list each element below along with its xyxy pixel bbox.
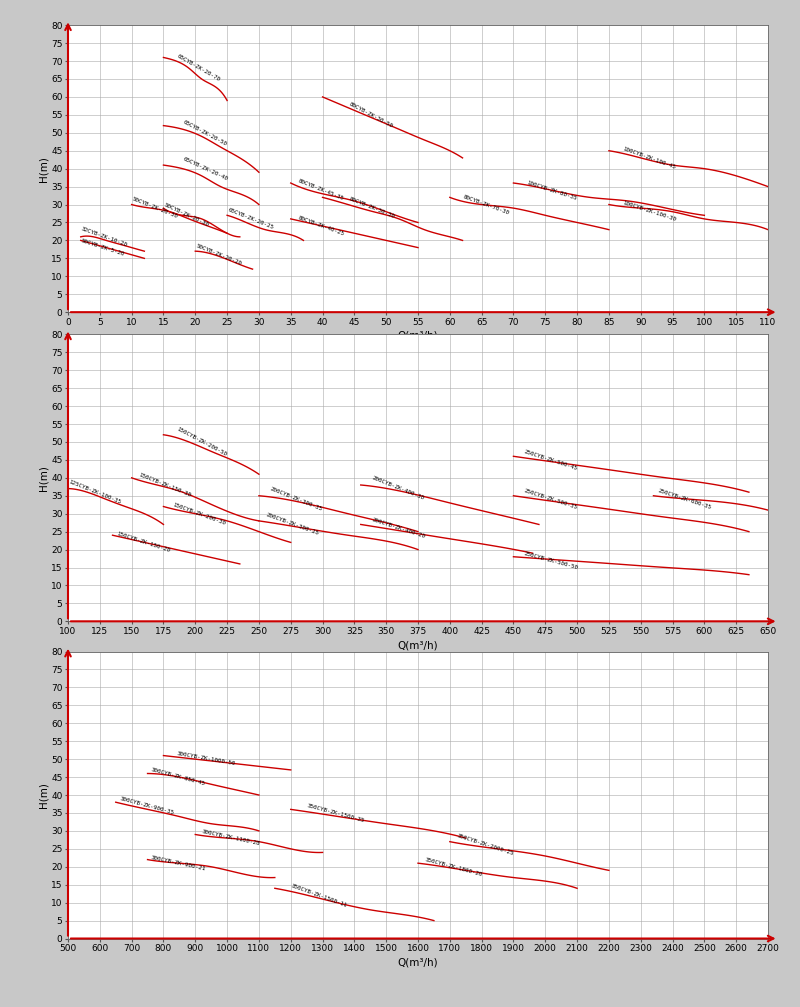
Text: 125CYB-ZK-100-35: 125CYB-ZK-100-35 [68,479,122,505]
Text: 250CYB-ZK-600-35: 250CYB-ZK-600-35 [658,488,712,511]
Text: 150CYB-ZK-150-20: 150CYB-ZK-150-20 [116,532,171,554]
Text: 80CYB-ZK-70-30: 80CYB-ZK-70-30 [462,193,510,215]
Y-axis label: H(m): H(m) [38,156,48,181]
Text: 300CYB-ZK-850-45: 300CYB-ZK-850-45 [150,767,206,786]
Text: 80CYB-ZK-45-35: 80CYB-ZK-45-35 [297,178,344,201]
Text: 350CYB-ZK-2000-25: 350CYB-ZK-2000-25 [456,834,514,857]
Text: 200CYB-ZK-300-25: 200CYB-ZK-300-25 [266,513,320,537]
Text: 65CYB-ZK-20-70: 65CYB-ZK-20-70 [176,53,221,83]
Text: 100CYB-ZK-80-35: 100CYB-ZK-80-35 [526,179,578,200]
Text: 350CYB-ZK-1800-20: 350CYB-ZK-1800-20 [424,857,483,877]
X-axis label: Q(m³/h): Q(m³/h) [398,640,438,651]
Text: 32CYB-ZK-10-20: 32CYB-ZK-10-20 [81,227,129,248]
Text: 250CYB-ZK-500-35: 250CYB-ZK-500-35 [524,488,578,511]
Text: 100CYB-ZK-100-45: 100CYB-ZK-100-45 [622,146,676,170]
Text: 50CYB-ZK-5-20: 50CYB-ZK-5-20 [81,239,126,257]
Text: 150CYB-ZK-200-30: 150CYB-ZK-200-30 [172,501,226,526]
Text: 65CYB-ZK-20-25: 65CYB-ZK-20-25 [227,207,274,231]
Text: 200CYB-ZK-300-35: 200CYB-ZK-300-35 [269,486,323,513]
X-axis label: Q(m³/h): Q(m³/h) [398,958,438,968]
Text: 200CYB-ZK-400-20: 200CYB-ZK-400-20 [371,517,426,539]
Text: 300CYB-ZK-1000-50: 300CYB-ZK-1000-50 [176,751,236,766]
Text: 50CYB-ZK-20-30: 50CYB-ZK-20-30 [132,196,179,220]
Text: 300CYB-ZK-1100-28: 300CYB-ZK-1100-28 [202,830,261,847]
Y-axis label: H(m): H(m) [38,465,48,490]
Text: 65CYB-ZK-20-50: 65CYB-ZK-20-50 [182,119,228,146]
Y-axis label: H(m): H(m) [38,782,48,808]
Text: 50CYB-ZK-20-20: 50CYB-ZK-20-20 [195,244,242,266]
Text: 80CYB-ZK-40-25: 80CYB-ZK-40-25 [297,215,345,237]
X-axis label: Q(m³/h): Q(m³/h) [398,331,438,341]
Text: 150CYB-ZK-200-50: 150CYB-ZK-200-50 [176,427,228,457]
Text: 80CYB-ZK-30-50: 80CYB-ZK-30-50 [348,101,394,129]
Text: 150CYB-ZK-150-30: 150CYB-ZK-150-30 [138,472,192,497]
Text: 250CYB-ZK-500-45: 250CYB-ZK-500-45 [524,449,578,471]
Text: 50CYB-ZK-20-30: 50CYB-ZK-20-30 [163,202,210,228]
Text: 300CYB-ZK-900-35: 300CYB-ZK-900-35 [119,797,174,816]
Text: 250CYB-ZK-500-50: 250CYB-ZK-500-50 [524,551,579,570]
Text: 65CYB-ZK-20-40: 65CYB-ZK-20-40 [182,156,229,181]
Text: 80CYB-ZK-30-30: 80CYB-ZK-30-30 [348,196,395,220]
Text: 100CYB-ZK-100-30: 100CYB-ZK-100-30 [622,200,677,223]
Text: 350CYB-ZK-1500-11: 350CYB-ZK-1500-11 [290,883,348,908]
Text: 350CYB-ZK-1500-35: 350CYB-ZK-1500-35 [306,803,366,823]
Text: 200CYB-ZK-400-30: 200CYB-ZK-400-30 [371,475,425,501]
Text: 300CYB-ZK-900-21: 300CYB-ZK-900-21 [150,855,206,871]
